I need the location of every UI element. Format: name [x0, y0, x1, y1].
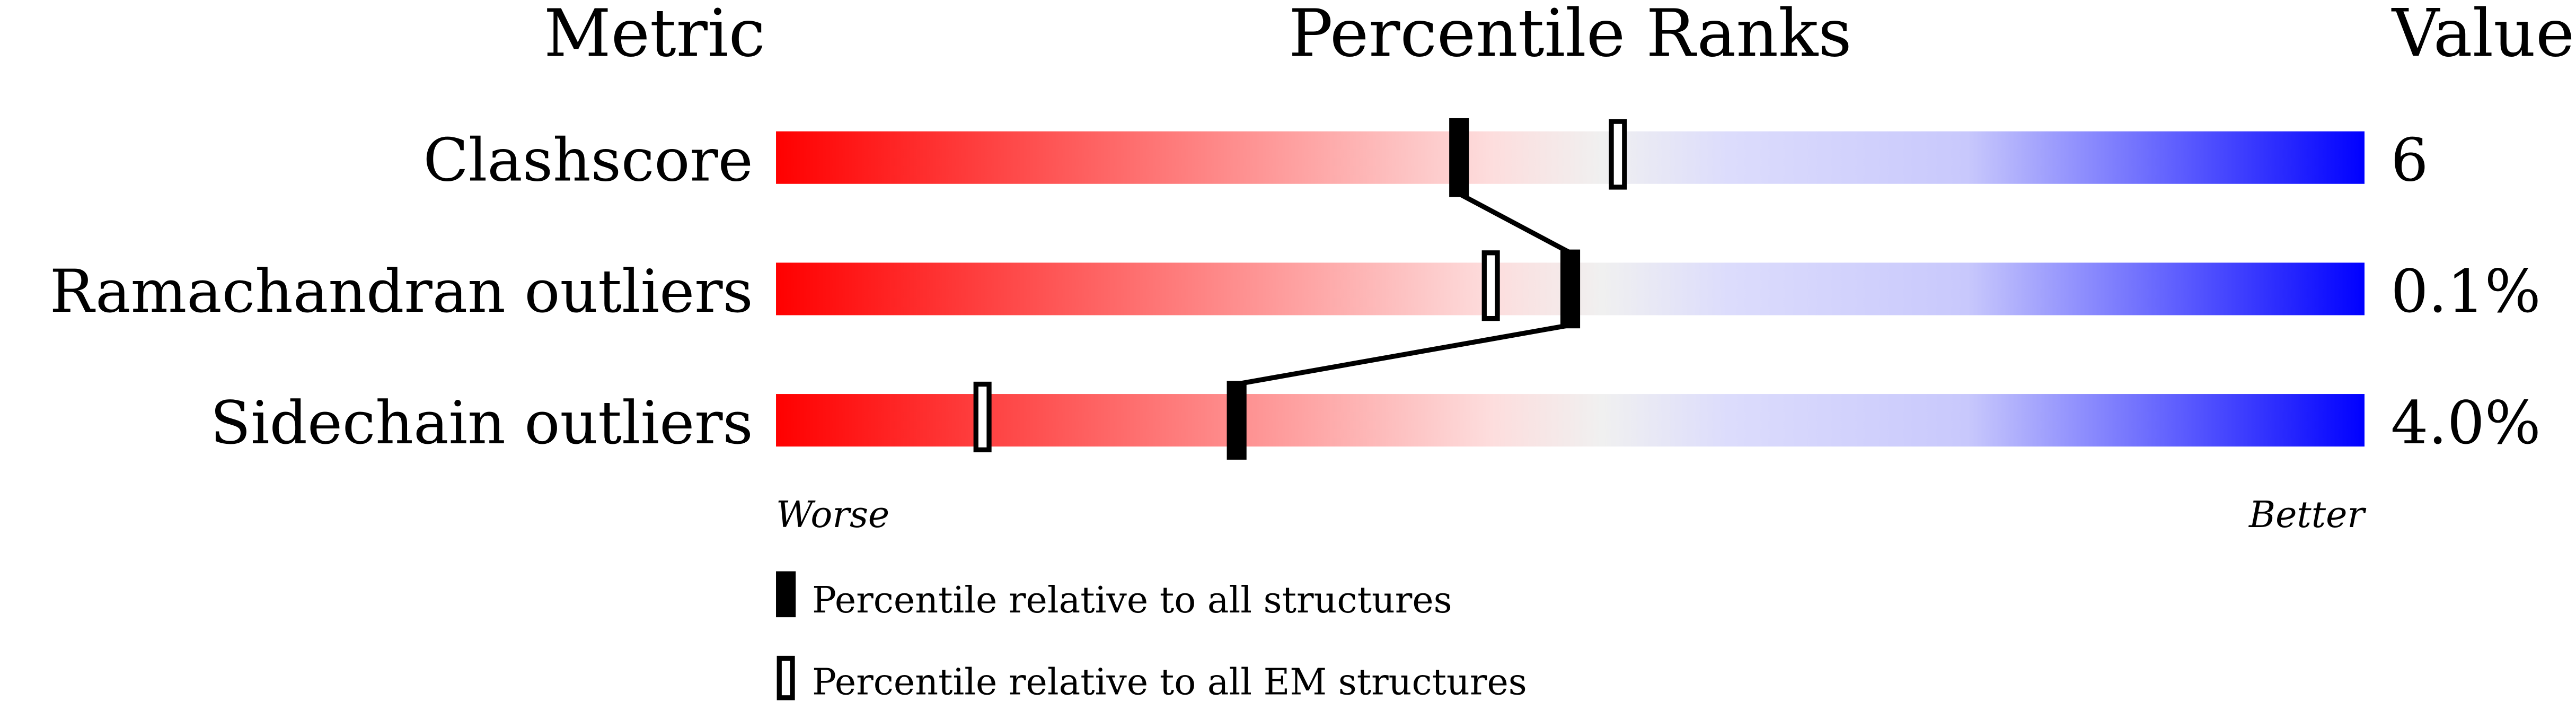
em-percentile-marker [973, 381, 992, 452]
percentile-bar [776, 394, 2365, 447]
em-percentile-marker [1609, 119, 1627, 190]
header-metric: Metric [544, 0, 765, 72]
all-percentile-marker [1449, 118, 1469, 197]
connector-line [1236, 322, 1571, 387]
metric-label: Ramachandran outliers [50, 258, 753, 326]
metric-value: 0.1% [2391, 258, 2541, 326]
all-percentile-marker [1227, 381, 1247, 460]
metric-value: 6 [2391, 127, 2429, 195]
metric-label: Sidechain outliers [210, 389, 753, 458]
metric-label: Clashscore [423, 127, 753, 195]
legend-open-marker [777, 655, 795, 700]
legend-em-structures: Percentile relative to all EM structures [812, 662, 1527, 701]
em-percentile-marker [1481, 250, 1500, 321]
connector-line [1458, 191, 1572, 255]
header-percentile-ranks: Percentile Ranks [1289, 0, 1851, 72]
percentile-bar [776, 131, 2365, 184]
better-label: Better [2248, 494, 2366, 536]
header-value: Value [2391, 0, 2575, 72]
legend-filled-marker [776, 571, 796, 618]
legend-all-structures: Percentile relative to all structures [812, 580, 1452, 621]
metric-value: 4.0% [2391, 389, 2541, 458]
all-percentile-marker [1560, 249, 1581, 329]
worse-label: Worse [776, 494, 889, 536]
